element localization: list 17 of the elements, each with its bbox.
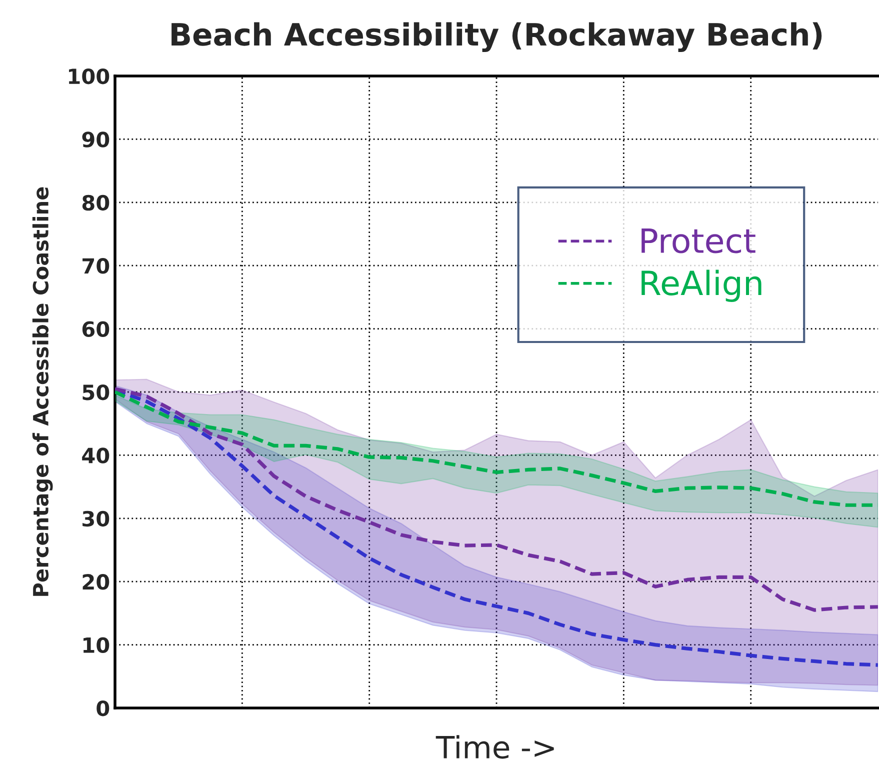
y-tick-label: 20 [82,574,110,590]
x-axis-title: Time -> [436,735,554,759]
y-tick-label: 100 [69,68,110,84]
y-tick-label: 10 [84,637,110,654]
y-tick-label: 90 [82,132,110,148]
y-tick-label: 40 [82,448,110,464]
y-tick-label: 30 [82,510,110,527]
y-tick-label: 70 [82,258,110,274]
chart-title: Beach Accessibility (Rockaway Beach) [172,22,822,52]
legend-label: Protect [642,228,756,254]
y-tick-label: 50 [82,384,110,400]
legend-label: ReAlign [642,270,762,302]
line-series [115,387,878,612]
y-tick-label: 0 [96,700,110,716]
y-tick-label: 60 [82,321,110,338]
y-axis-title: Percentage of Accessible Coastline [32,187,53,596]
y-tick-label: 80 [82,194,110,211]
